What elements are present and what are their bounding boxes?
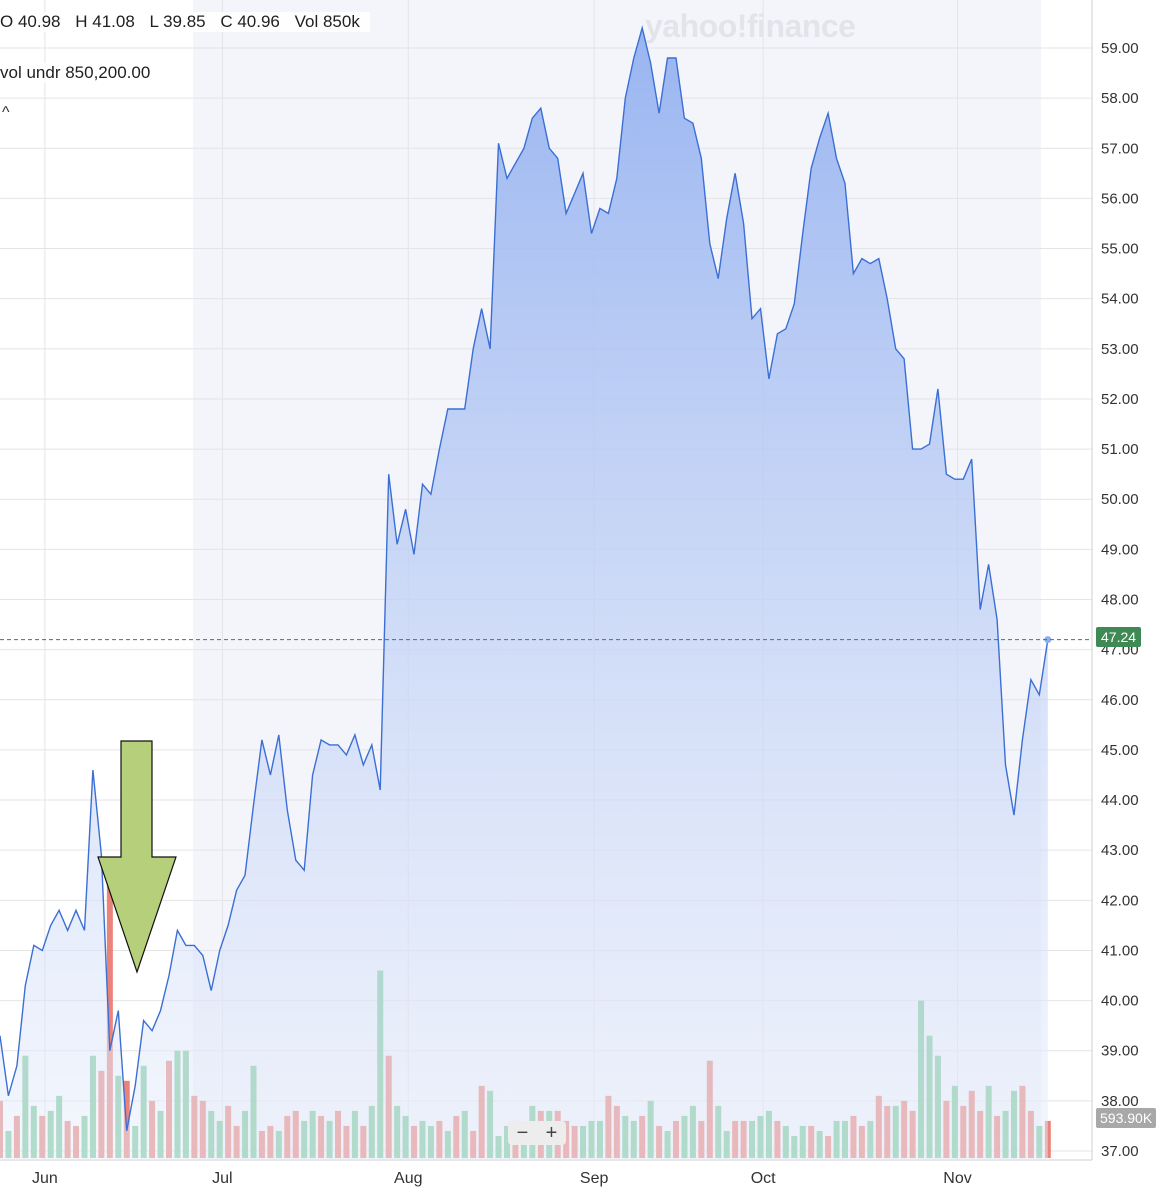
high-value: H 41.08 (75, 12, 135, 31)
volume-value: Vol 850k (294, 12, 360, 31)
collapse-chevron-icon[interactable]: ^ (2, 104, 10, 121)
low-value: L 39.85 (149, 12, 206, 31)
y-tick-label: 56.00 (1101, 190, 1139, 207)
y-tick-label: 59.00 (1101, 40, 1139, 57)
y-tick-label: 53.00 (1101, 341, 1139, 358)
x-tick-label: Sep (580, 1170, 609, 1187)
volume-bar (123, 1080, 130, 1158)
price-area (0, 25, 1052, 1160)
y-tick-label: 37.00 (1101, 1143, 1139, 1160)
y-tick-label: 58.00 (1101, 90, 1139, 107)
volume-bar (106, 880, 113, 1158)
vol-undr-readout: vol undr 850,200.00 (0, 63, 151, 83)
x-tick-label: Jun (32, 1170, 58, 1187)
last-volume-badge: 593.90K (1096, 1108, 1157, 1128)
y-tick-label: 51.00 (1101, 441, 1139, 458)
zoom-out-button[interactable]: − (516, 1122, 529, 1144)
x-tick-label: Jul (212, 1170, 232, 1187)
last-price-badge: 47.24 (1096, 627, 1142, 647)
y-tick-label: 48.00 (1101, 592, 1139, 609)
price-line (0, 25, 1049, 1132)
price-area-fill (0, 27, 1048, 1160)
y-tick-label: 38.00 (1101, 1093, 1139, 1110)
y-tick-label: 39.00 (1101, 1043, 1139, 1060)
x-axis: Jun Jul Aug Sep Oct Nov (32, 1170, 972, 1187)
y-tick-label: 43.00 (1101, 842, 1139, 859)
last-price-dot (1044, 636, 1052, 644)
yahoo-finance-logo: yahoo!finance (645, 8, 856, 44)
zoom-in-button[interactable]: + (545, 1122, 558, 1144)
y-tick-label: 57.00 (1101, 140, 1139, 157)
y-tick-label: 49.00 (1101, 541, 1139, 558)
open-value: O 40.98 (0, 12, 61, 31)
zoom-control: − + (508, 1121, 566, 1145)
x-tick-label: Nov (943, 1170, 971, 1187)
x-tick-label: Oct (751, 1170, 776, 1187)
y-tick-label: 44.00 (1101, 792, 1139, 809)
y-tick-label: 50.00 (1101, 491, 1139, 508)
y-tick-label: 46.00 (1101, 692, 1139, 709)
y-tick-label: 41.00 (1101, 942, 1139, 959)
ohlc-readout: O 40.98 H 41.08 L 39.85 C 40.96 Vol 850k (0, 12, 370, 32)
y-tick-label: 45.00 (1101, 742, 1139, 759)
y-axis: 37.00 38.00 39.00 40.00 41.00 42.00 43.00 44.00… (1101, 40, 1139, 1160)
y-tick-label: 52.00 (1101, 391, 1139, 408)
close-value: C 40.96 (220, 12, 280, 31)
x-tick-label: Aug (394, 1170, 422, 1187)
y-tick-label: 40.00 (1101, 993, 1139, 1010)
y-tick-label: 55.00 (1101, 241, 1139, 258)
y-tick-label: 54.00 (1101, 291, 1139, 308)
down-arrow-annotation (97, 740, 177, 974)
y-tick-label: 42.00 (1101, 892, 1139, 909)
